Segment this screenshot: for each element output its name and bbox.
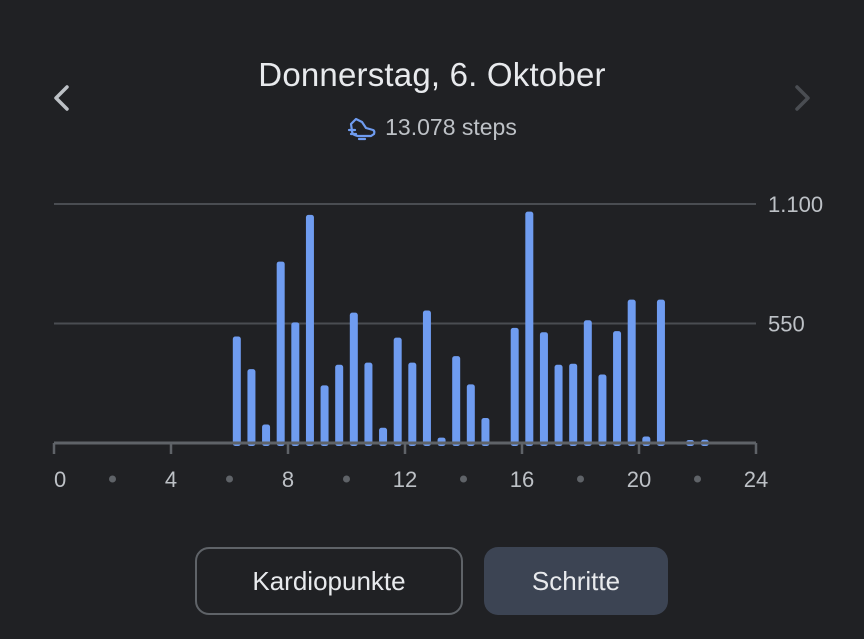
bar <box>247 369 256 446</box>
bar <box>466 384 475 446</box>
previous-day-button[interactable] <box>42 78 82 118</box>
bar <box>554 364 563 446</box>
steps-bar-chart: 1.100 550 0 4 8 12 16 20 24 <box>52 192 823 492</box>
y-tick-label: 1.100 <box>768 192 823 217</box>
x-axis <box>52 441 758 483</box>
x-tick-label: 8 <box>282 467 294 492</box>
bar <box>349 312 358 446</box>
bar <box>408 362 417 446</box>
page-title: Donnerstag, 6. Oktober <box>258 56 606 93</box>
bar <box>452 356 461 446</box>
bar <box>379 427 388 446</box>
bar <box>613 331 622 446</box>
x-tick-label: 0 <box>54 467 66 492</box>
bar <box>393 337 402 446</box>
x-tick-label: 16 <box>510 467 534 492</box>
bar <box>262 424 271 446</box>
bar <box>232 336 241 446</box>
bar <box>276 261 285 446</box>
chevron-left-icon <box>54 85 69 111</box>
grid-lines <box>54 203 756 325</box>
bar <box>627 299 636 446</box>
bar <box>569 363 578 446</box>
x-tick-label: 20 <box>627 467 651 492</box>
kardiopunkte-button[interactable]: Kardiopunkte <box>195 547 463 615</box>
bar <box>422 310 431 446</box>
bar <box>481 418 490 446</box>
schritte-button[interactable]: Schritte <box>484 547 668 615</box>
x-minor-dot <box>109 475 116 483</box>
bar <box>335 364 344 446</box>
steps-summary: 13.078 steps <box>0 114 864 141</box>
bar <box>320 385 329 446</box>
steps-count: 13.078 steps <box>385 114 517 140</box>
bar <box>642 436 651 446</box>
bar <box>583 320 592 446</box>
x-tick-label: 4 <box>165 467 177 492</box>
x-minor-dot <box>460 475 467 483</box>
bar <box>305 214 314 446</box>
next-day-button[interactable] <box>782 78 822 118</box>
bars <box>232 211 709 446</box>
bar <box>598 374 607 446</box>
x-minor-dot <box>694 475 701 483</box>
bar <box>364 362 373 446</box>
steps-shoe-icon <box>348 117 376 140</box>
bar <box>291 322 300 446</box>
y-tick-label: 550 <box>768 312 805 337</box>
x-tick-label: 24 <box>744 467 768 492</box>
chevron-right-icon <box>795 85 810 111</box>
bar <box>539 332 548 446</box>
x-tick-label: 12 <box>393 467 417 492</box>
bar <box>510 327 519 446</box>
x-minor-dot <box>577 475 584 483</box>
tick-labels: 1.100 550 0 4 8 12 16 20 24 <box>54 192 823 492</box>
x-minor-dot <box>343 475 350 483</box>
bar <box>525 211 534 446</box>
bar <box>656 299 665 446</box>
x-minor-dot <box>226 475 233 483</box>
